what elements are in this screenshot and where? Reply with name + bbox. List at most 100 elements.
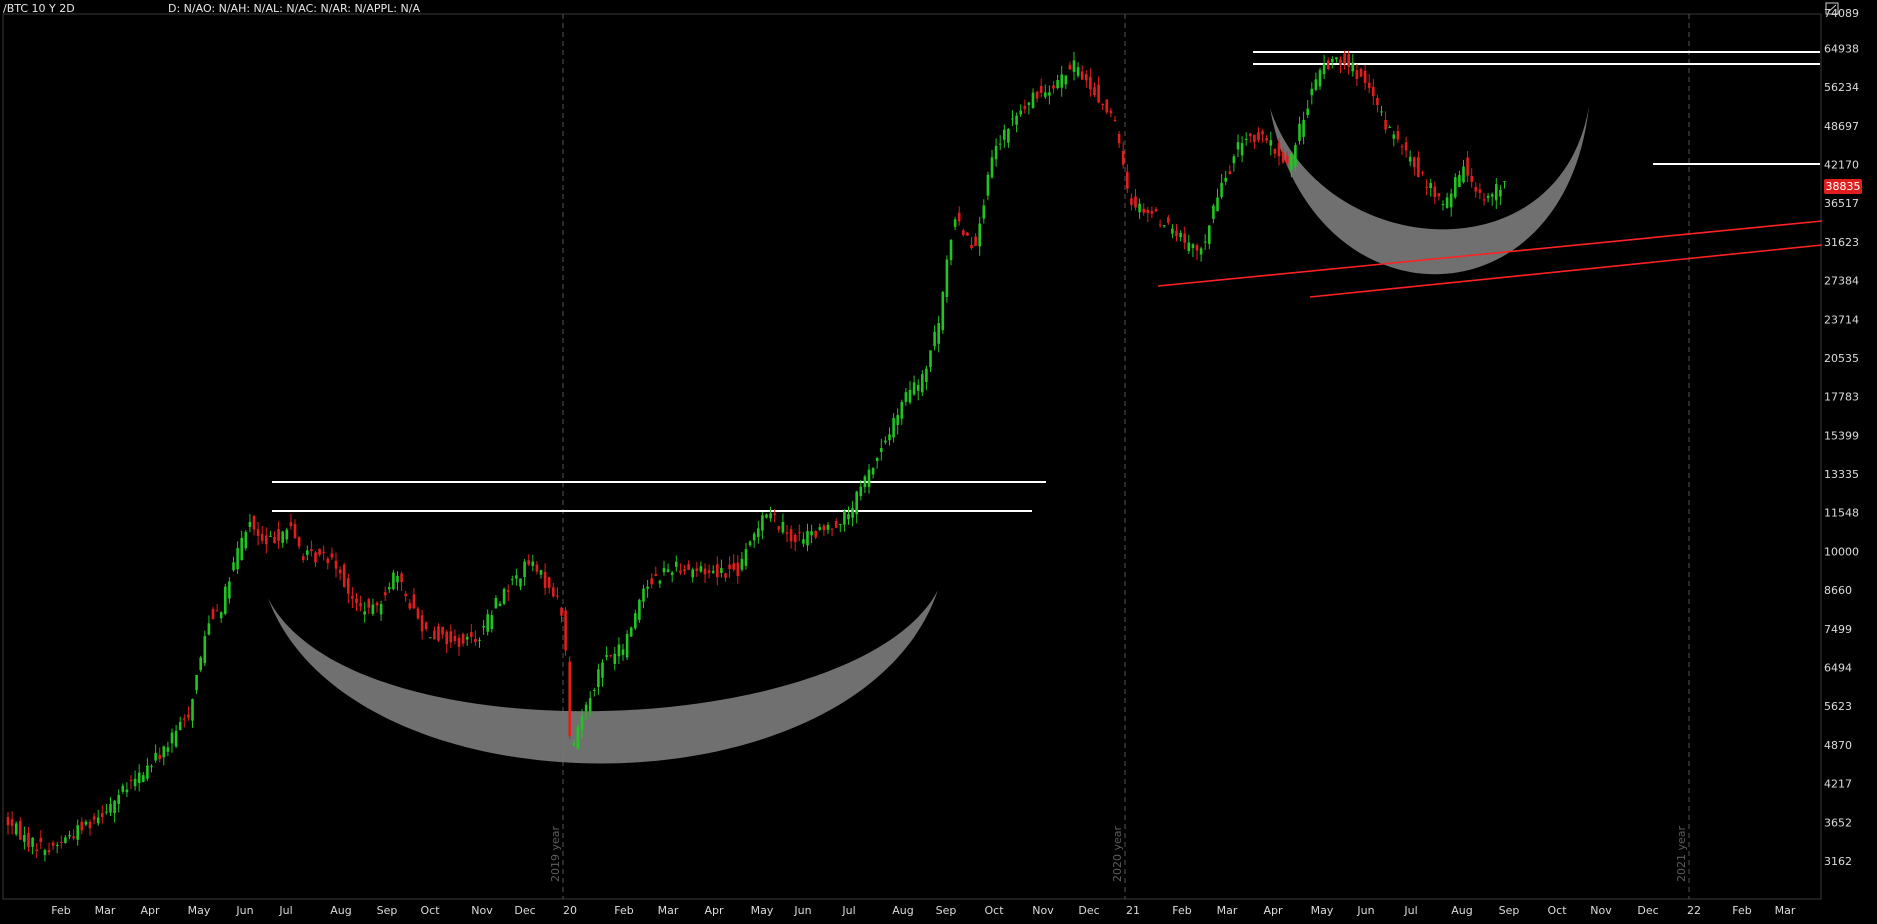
grid-layer: 2019 year 2020 year 2021 year — [2, 13, 1822, 900]
candle-body — [1310, 88, 1314, 96]
candle-body — [461, 634, 465, 644]
candle-body — [326, 558, 330, 564]
candle-body — [80, 821, 84, 831]
candle-body — [777, 526, 781, 530]
candle-body — [1396, 130, 1400, 140]
candle-body — [1199, 248, 1203, 255]
candle-body — [1121, 150, 1125, 165]
candle-body — [1449, 193, 1453, 208]
candle-body — [301, 556, 305, 560]
x-tick-label: Mar — [658, 904, 679, 917]
x-tick-label: Oct — [1547, 904, 1567, 917]
candle-body — [68, 835, 71, 837]
candle-body — [642, 588, 645, 602]
trendline-upper — [1157, 220, 1823, 287]
candle-body — [1007, 129, 1010, 143]
candle-body — [1474, 187, 1478, 192]
candle-body — [1076, 67, 1080, 76]
candle-body — [638, 599, 641, 620]
candle-body — [1126, 171, 1129, 189]
candle-body — [35, 849, 38, 852]
candle-body — [597, 669, 600, 687]
candle-body — [703, 568, 707, 575]
y-tick-label: 36517 — [1824, 197, 1859, 210]
candle-body — [511, 579, 514, 581]
candle-body — [957, 212, 961, 222]
candle-body — [1035, 91, 1039, 99]
candle-body — [1113, 119, 1117, 121]
candle-body — [506, 590, 510, 592]
candle-body — [593, 690, 596, 692]
candle-body — [1306, 108, 1309, 115]
candle-body — [1384, 119, 1387, 130]
candle-body — [629, 627, 633, 637]
x-tick-label: Jun — [1356, 904, 1374, 917]
candle-body — [1433, 186, 1437, 198]
candle-body — [1380, 111, 1383, 113]
candle-body — [986, 174, 990, 196]
candle-body — [761, 515, 764, 531]
candle-body — [1408, 156, 1412, 162]
candle-body — [1253, 134, 1256, 142]
candle-body — [502, 588, 506, 604]
candle-body — [1281, 152, 1285, 163]
candle-body — [1372, 86, 1375, 97]
candle-body — [880, 448, 883, 452]
candle-body — [1335, 57, 1338, 60]
candle-body — [547, 577, 551, 588]
candle-body — [1003, 129, 1006, 140]
candle-body — [568, 661, 571, 737]
y-tick-label: 4217 — [1824, 778, 1852, 791]
candle-body — [925, 368, 928, 383]
candle-body — [1179, 232, 1182, 238]
candle-body — [564, 610, 567, 651]
candle-body — [195, 674, 198, 691]
candle-body — [224, 586, 227, 614]
candle-body — [1117, 134, 1121, 144]
candle-body — [1462, 166, 1465, 183]
candle-body — [941, 291, 945, 331]
candle-body — [1261, 131, 1264, 135]
candle-body — [244, 531, 248, 549]
y-tick-label: 8660 — [1824, 584, 1852, 597]
candle-body — [1322, 63, 1326, 75]
y-tick-label: 6494 — [1824, 662, 1852, 675]
candle-body — [232, 562, 235, 571]
candle-body — [6, 816, 10, 826]
x-tick-label: May — [1311, 904, 1334, 917]
candle-body — [601, 662, 604, 678]
candle-body — [998, 143, 1002, 145]
candle-body — [793, 534, 797, 543]
candle-body — [523, 561, 526, 578]
candle-body — [1355, 70, 1359, 79]
candle-body — [765, 514, 768, 518]
candle-body — [1499, 189, 1502, 197]
candle-body — [256, 529, 260, 537]
candle-body — [219, 612, 223, 619]
candle-body — [445, 631, 448, 645]
candle-body — [322, 552, 325, 554]
candle-body — [1437, 193, 1441, 197]
candle-body — [1388, 126, 1391, 128]
x-tick-label: Nov — [1032, 904, 1054, 917]
x-tick-label: Aug — [892, 904, 913, 917]
candle-body — [1478, 189, 1482, 193]
candle-body — [1142, 208, 1145, 213]
x-tick-label: 20 — [563, 904, 577, 917]
candle-body — [392, 572, 395, 590]
candle-body — [494, 598, 498, 609]
candle-body — [109, 804, 112, 813]
candle-body — [371, 604, 375, 615]
scale-settings-icon[interactable] — [1825, 2, 1839, 15]
candle-body — [248, 521, 252, 527]
y-tick-label: 42170 — [1824, 159, 1859, 172]
candle-body — [515, 575, 518, 579]
candle-body — [888, 434, 891, 441]
candle-body — [875, 458, 879, 462]
candle-body — [113, 800, 116, 814]
candle-body — [1138, 203, 1141, 213]
x-tick-label: Feb — [614, 904, 633, 917]
candle-body — [953, 219, 957, 227]
